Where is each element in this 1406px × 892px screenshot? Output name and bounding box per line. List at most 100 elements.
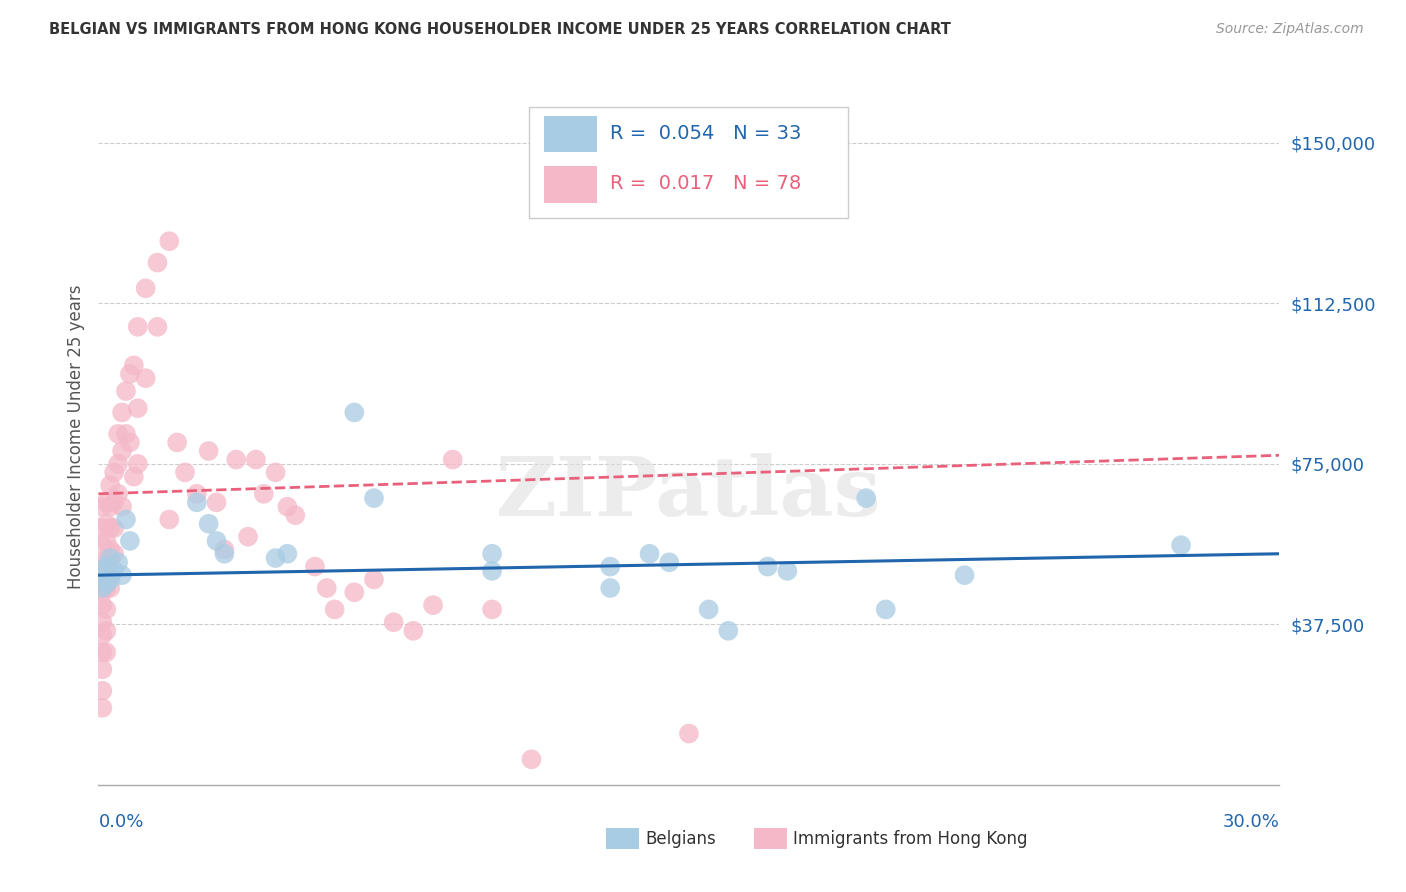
Point: [98, 564, 121, 578]
Point: [304, 559, 326, 574]
Point: [284, 508, 307, 523]
Point: [245, 452, 267, 467]
Point: [599, 559, 621, 574]
Point: [98, 542, 121, 557]
Point: [91, 628, 114, 642]
Point: [481, 564, 503, 578]
Point: [520, 752, 543, 766]
Point: [205, 495, 228, 509]
Point: [481, 547, 503, 561]
FancyBboxPatch shape: [606, 828, 640, 849]
Point: [107, 487, 129, 501]
Point: [276, 547, 298, 561]
Point: [481, 602, 503, 616]
Point: [98, 521, 121, 535]
Point: [127, 457, 149, 471]
Point: [111, 405, 134, 419]
Point: [236, 530, 259, 544]
Point: [214, 547, 236, 561]
Point: [197, 516, 219, 531]
Text: 0.0%: 0.0%: [98, 813, 143, 830]
Point: [107, 457, 129, 471]
Point: [205, 533, 228, 548]
Point: [122, 469, 145, 483]
Point: [402, 624, 425, 638]
Point: [91, 538, 114, 552]
Point: [1170, 538, 1192, 552]
Point: [111, 444, 134, 458]
Point: [91, 585, 114, 599]
Point: [96, 559, 118, 574]
Point: [638, 547, 661, 561]
Text: R =  0.054   N = 33: R = 0.054 N = 33: [610, 123, 801, 143]
Point: [115, 426, 138, 441]
Point: [197, 444, 219, 458]
Point: [98, 500, 121, 514]
Point: [323, 602, 346, 616]
Point: [91, 581, 114, 595]
Point: [91, 564, 114, 578]
Point: [96, 581, 118, 595]
Point: [107, 555, 129, 569]
FancyBboxPatch shape: [754, 828, 787, 849]
Point: [363, 491, 385, 505]
Point: [697, 602, 720, 616]
Point: [253, 487, 276, 501]
Point: [127, 319, 149, 334]
Point: [91, 615, 114, 630]
Point: [264, 551, 287, 566]
Point: [103, 564, 125, 578]
Point: [118, 435, 141, 450]
Point: [98, 573, 121, 587]
Point: [776, 564, 799, 578]
Point: [96, 533, 118, 548]
Point: [157, 512, 180, 526]
FancyBboxPatch shape: [544, 167, 596, 202]
Text: BELGIAN VS IMMIGRANTS FROM HONG KONG HOUSEHOLDER INCOME UNDER 25 YEARS CORRELATI: BELGIAN VS IMMIGRANTS FROM HONG KONG HOU…: [49, 22, 950, 37]
Point: [658, 555, 681, 569]
Point: [115, 384, 138, 398]
Point: [146, 255, 169, 269]
Point: [115, 512, 138, 526]
Point: [441, 452, 464, 467]
Point: [96, 516, 118, 531]
Point: [599, 581, 621, 595]
Point: [157, 234, 180, 248]
Point: [382, 615, 405, 630]
Point: [96, 555, 118, 569]
Point: [96, 624, 118, 638]
Point: [103, 495, 125, 509]
Point: [91, 500, 114, 514]
Point: [91, 521, 114, 535]
Point: [96, 602, 118, 616]
Point: [756, 559, 779, 574]
Point: [91, 555, 114, 569]
Point: [103, 547, 125, 561]
Y-axis label: Householder Income Under 25 years: Householder Income Under 25 years: [66, 285, 84, 590]
Point: [875, 602, 897, 616]
Point: [166, 435, 188, 450]
Point: [91, 683, 114, 698]
Point: [135, 371, 157, 385]
Point: [103, 521, 125, 535]
Text: Belgians: Belgians: [645, 830, 716, 847]
Point: [135, 281, 157, 295]
Point: [146, 319, 169, 334]
Point: [98, 581, 121, 595]
Point: [214, 542, 236, 557]
Point: [186, 487, 208, 501]
Point: [343, 405, 366, 419]
Point: [96, 645, 118, 659]
Point: [118, 367, 141, 381]
Point: [91, 598, 114, 612]
Point: [122, 359, 145, 373]
Point: [186, 495, 208, 509]
FancyBboxPatch shape: [530, 106, 848, 218]
Point: [98, 478, 121, 492]
Point: [225, 452, 247, 467]
Point: [315, 581, 337, 595]
Point: [953, 568, 976, 582]
Point: [103, 466, 125, 480]
Point: [91, 662, 114, 676]
Text: R =  0.017   N = 78: R = 0.017 N = 78: [610, 174, 801, 193]
